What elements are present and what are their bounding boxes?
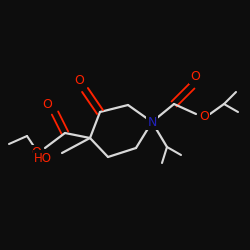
Text: O: O <box>74 74 84 86</box>
Text: O: O <box>31 146 41 160</box>
Text: N: N <box>147 116 157 128</box>
Text: O: O <box>199 110 209 124</box>
Text: O: O <box>42 98 52 112</box>
Text: HO: HO <box>34 152 52 164</box>
Text: O: O <box>190 70 200 82</box>
